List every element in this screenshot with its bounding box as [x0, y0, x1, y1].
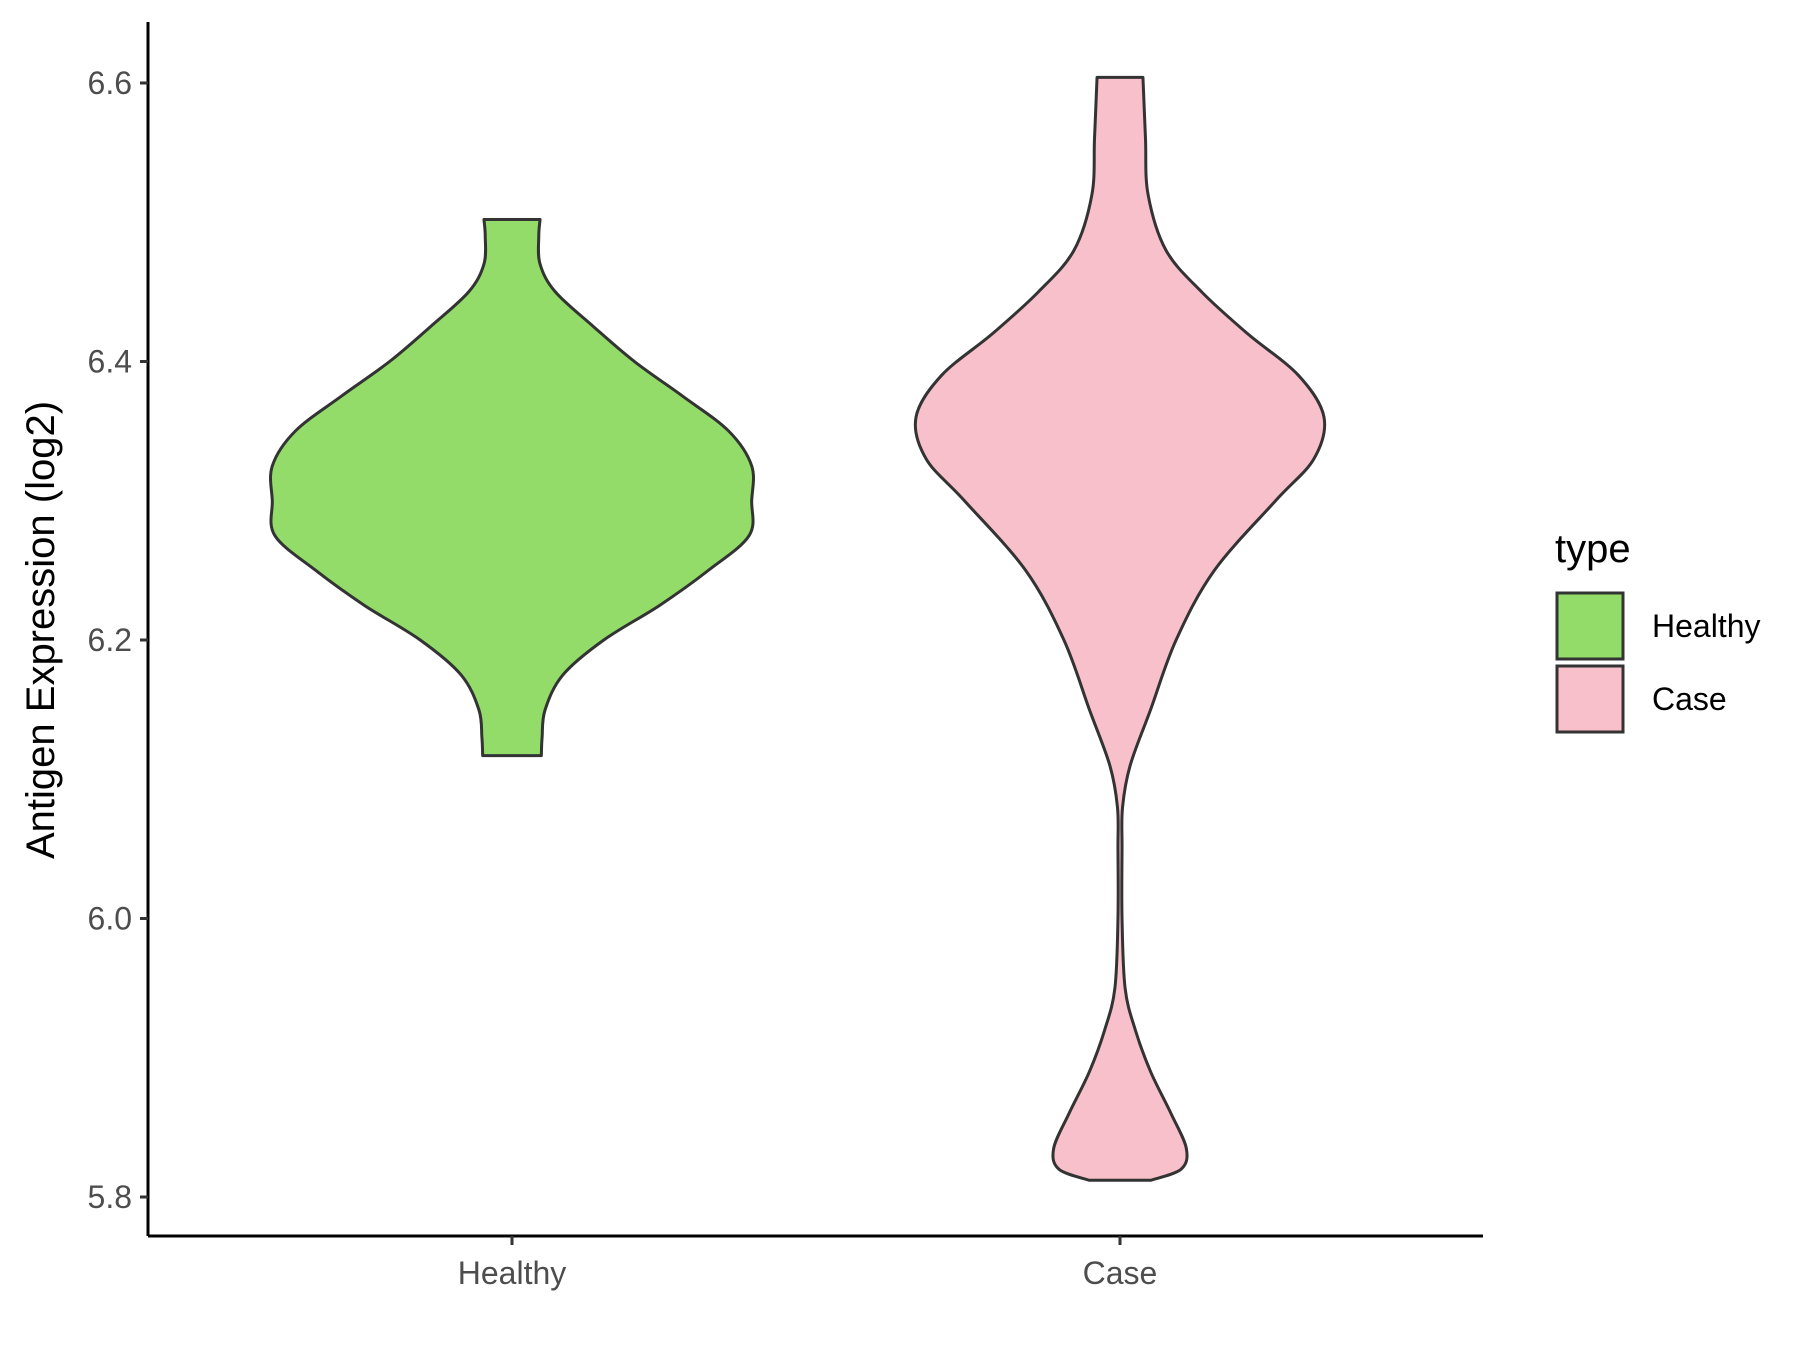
violin-case	[913, 75, 1327, 1182]
legend-title: type	[1555, 527, 1631, 571]
axes-group	[146, 22, 1483, 1238]
x-ticks-group: Healthy Case	[458, 1236, 1158, 1291]
y-tick-label: 5.8	[88, 1179, 132, 1215]
y-axis-title: Antigen Expression (log2)	[19, 401, 63, 859]
legend-label-case: Case	[1652, 681, 1727, 717]
legend-swatch-healthy	[1555, 591, 1625, 661]
y-ticks-group: 5.8 6.0 6.2 6.4 6.6	[88, 65, 148, 1215]
violins-group	[269, 75, 1327, 1182]
legend-swatch-case	[1555, 664, 1625, 734]
legend-label-healthy: Healthy	[1652, 608, 1761, 644]
violin-healthy	[269, 217, 755, 758]
legend: type Healthy Case	[1555, 527, 1761, 734]
x-tick-label: Case	[1083, 1255, 1158, 1291]
x-tick-label: Healthy	[458, 1255, 567, 1291]
y-tick-label: 6.0	[88, 901, 132, 937]
y-tick-label: 6.6	[88, 65, 132, 101]
y-tick-label: 6.2	[88, 622, 132, 658]
y-tick-label: 6.4	[88, 344, 132, 380]
